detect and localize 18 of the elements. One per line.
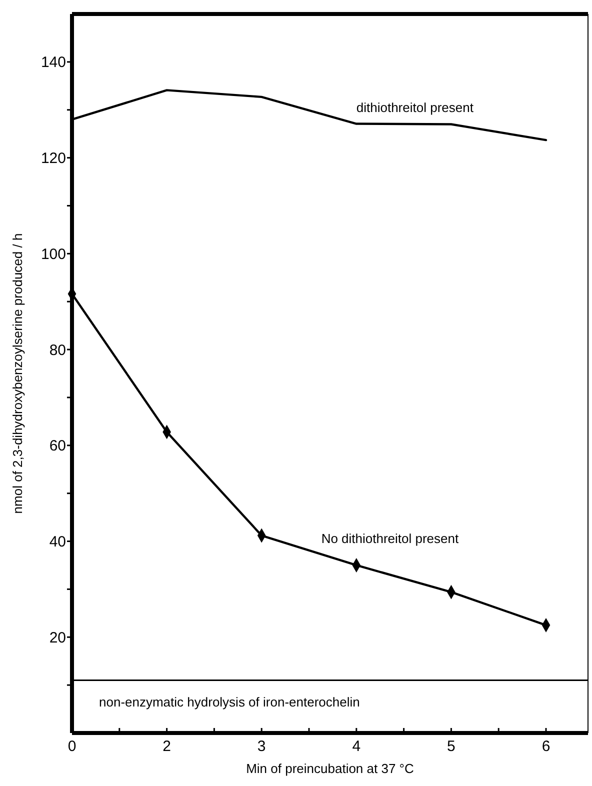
x-tick-label: 6 bbox=[542, 738, 550, 755]
series-label: No dithiothreitol present bbox=[321, 531, 460, 546]
x-axis-title: Min of preincubation at 37 °C bbox=[246, 761, 414, 776]
y-tick-label: 100 bbox=[40, 246, 66, 263]
y-tick-label: 60 bbox=[49, 438, 66, 455]
y-tick-label: 140 bbox=[40, 54, 66, 72]
y-tick-label: 40 bbox=[49, 534, 66, 551]
ref-line-label: non-enzymatic hydrolysis of iron-enterochelin bbox=[99, 694, 360, 710]
x-tick-label: 5 bbox=[447, 738, 456, 755]
x-tick-label: 3 bbox=[257, 738, 266, 755]
y-tick-label: 20 bbox=[49, 629, 66, 646]
y-tick-label: 80 bbox=[49, 342, 66, 359]
x-tick-label: 2 bbox=[162, 738, 171, 755]
y-tick-label: 120 bbox=[40, 150, 66, 168]
x-tick-label: 4 bbox=[352, 738, 361, 755]
x-tick-label: 0 bbox=[68, 738, 76, 755]
series-label: dithiothreitol present bbox=[356, 100, 474, 115]
y-axis-title: nmol of 2,3-dihydroxybenzoylserine produced / h bbox=[10, 233, 25, 514]
